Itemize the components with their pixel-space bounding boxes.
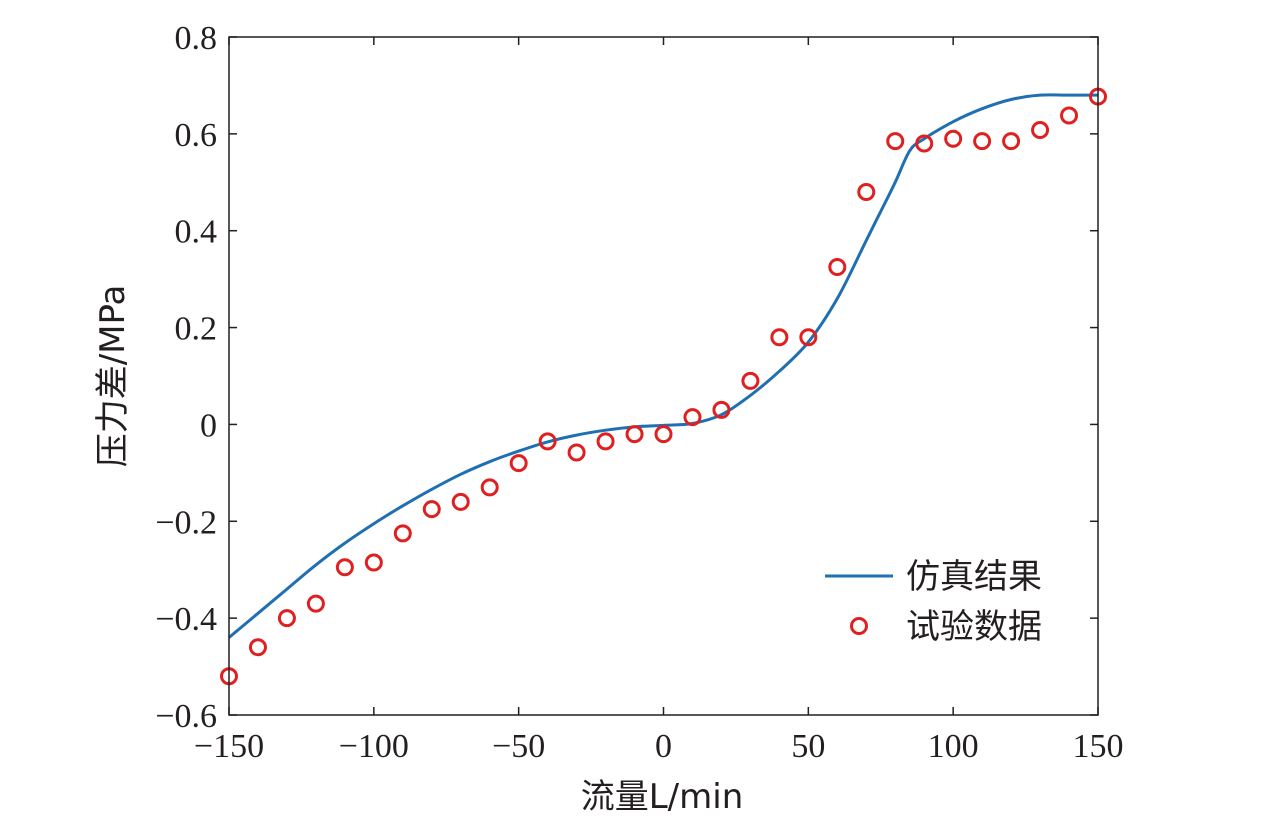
experiment-point: [596, 432, 615, 451]
experiment-point: [915, 134, 934, 153]
experiment-point: [828, 258, 847, 277]
y-tick-label: 0.8: [175, 20, 218, 57]
experiment-point: [306, 594, 325, 613]
y-tick-label: 0.6: [175, 117, 218, 154]
legend-label-simulation: 仿真结果: [906, 557, 1042, 597]
experiment-point: [422, 500, 441, 519]
experiment-point: [1060, 106, 1079, 125]
y-axis-title: 压力差/MPa: [93, 285, 133, 468]
experiment-point: [973, 132, 992, 151]
experiment-point: [654, 425, 673, 444]
y-tick-label: −0.6: [155, 698, 217, 735]
experiment-point: [335, 558, 354, 577]
experiment-point: [857, 182, 876, 201]
y-tick-label: 0.4: [175, 214, 218, 251]
experiment-point: [393, 524, 412, 543]
experiment-point: [625, 425, 644, 444]
x-tick-label: 100: [928, 728, 979, 765]
experiment-point: [683, 408, 702, 427]
x-tick-label: 50: [791, 728, 825, 765]
experiment-point: [480, 478, 499, 497]
experiment-point: [567, 443, 586, 462]
experiment-point: [886, 132, 905, 151]
experiment-point: [277, 609, 296, 628]
x-tick-label: −150: [194, 728, 264, 765]
x-tick-label: 150: [1073, 728, 1124, 765]
experiment-point: [451, 492, 470, 511]
axes: −150 −100 −50 0 50 100 150 −0.6 −0.4 −0.2 0 0.2 0.4 0…: [155, 20, 1123, 765]
experiment-point: [538, 432, 557, 451]
y-tick-label: −0.2: [155, 504, 217, 541]
experiment-point: [1031, 120, 1050, 139]
x-axis-title: 流量L/min: [581, 777, 744, 817]
experiment-series: [220, 87, 1107, 686]
legend-marker-swatch: [850, 617, 868, 635]
experiment-point: [364, 553, 383, 572]
experiment-point: [248, 638, 267, 657]
experiment-point: [712, 400, 731, 419]
y-tick-label: 0: [200, 407, 217, 444]
experiment-point: [1002, 132, 1021, 151]
x-tick-label: −100: [339, 728, 409, 765]
experiment-point: [770, 328, 789, 347]
x-tick-label: −50: [492, 728, 545, 765]
experiment-point: [741, 371, 760, 390]
y-tick-label: −0.4: [155, 601, 217, 638]
experiment-point: [799, 328, 818, 347]
x-tick-label: 0: [655, 728, 672, 765]
experiment-point: [944, 129, 963, 148]
legend-label-experiment: 试验数据: [906, 607, 1042, 647]
experiment-point: [509, 454, 528, 473]
y-tick-label: 0.2: [175, 311, 218, 348]
